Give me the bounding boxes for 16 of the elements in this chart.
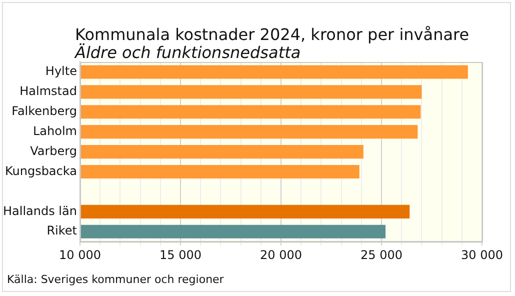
x-tick-label: 10 000 bbox=[58, 248, 101, 262]
x-tick-label: 15 000 bbox=[159, 248, 202, 262]
chart-title: Kommunala kostnader 2024, kronor per invånare bbox=[75, 25, 470, 44]
y-tick-label: Halmstad bbox=[20, 84, 77, 98]
y-tick-label: Riket bbox=[46, 224, 78, 238]
y-tick-label: Hylte bbox=[45, 64, 77, 78]
y-tick-label: Falkenberg bbox=[12, 104, 77, 118]
y-tick-label: Kungsbacka bbox=[4, 164, 77, 178]
y-tick-label: Laholm bbox=[32, 124, 77, 138]
chart-subtitle: Äldre och funktionsnedsatta bbox=[75, 43, 301, 62]
text: Källa: Sveriges kommuner och regioner bbox=[7, 273, 224, 286]
x-tick-label: 20 000 bbox=[260, 248, 302, 262]
x-tick-label: 25 000 bbox=[360, 248, 402, 262]
y-tick-label: Varberg bbox=[30, 144, 77, 158]
y-tick-label: Hallands län bbox=[2, 204, 77, 218]
x-tick-label: 30 000 bbox=[461, 248, 503, 262]
